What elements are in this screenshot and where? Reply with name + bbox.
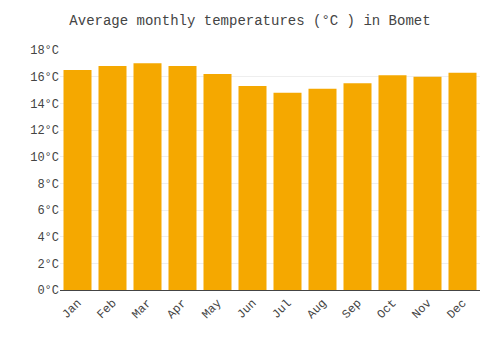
svg-text:Dec: Dec — [444, 297, 469, 322]
svg-text:Oct: Oct — [374, 297, 399, 322]
svg-text:4°C: 4°C — [37, 231, 59, 245]
svg-text:2°C: 2°C — [37, 258, 59, 272]
svg-text:Apr: Apr — [164, 297, 189, 322]
svg-text:18°C: 18°C — [30, 44, 59, 58]
svg-text:Mar: Mar — [129, 297, 154, 322]
svg-text:6°C: 6°C — [37, 204, 59, 218]
svg-text:May: May — [199, 297, 224, 322]
svg-text:Nov: Nov — [409, 297, 434, 322]
svg-text:Feb: Feb — [94, 297, 119, 322]
svg-text:8°C: 8°C — [37, 178, 59, 192]
svg-text:14°C: 14°C — [30, 98, 59, 112]
svg-text:Sep: Sep — [339, 297, 364, 322]
svg-text:12°C: 12°C — [30, 124, 59, 138]
svg-text:0°C: 0°C — [37, 284, 59, 298]
svg-text:Jan: Jan — [59, 297, 84, 322]
svg-text:16°C: 16°C — [30, 71, 59, 85]
svg-text:10°C: 10°C — [30, 151, 59, 165]
svg-text:Jul: Jul — [269, 297, 294, 322]
svg-text:Jun: Jun — [234, 297, 259, 322]
svg-text:Average monthly temperatures (: Average monthly temperatures (°C ) in Bo… — [69, 13, 430, 29]
svg-text:Aug: Aug — [304, 297, 329, 322]
